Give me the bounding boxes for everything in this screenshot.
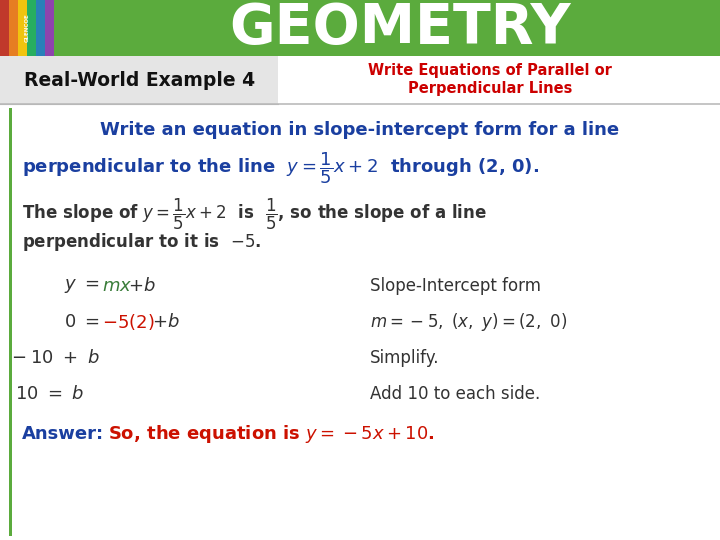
Text: Write an equation in slope-intercept form for a line: Write an equation in slope-intercept for… bbox=[100, 121, 620, 139]
Text: Simplify.: Simplify. bbox=[370, 349, 439, 367]
Text: Perpendicular Lines: Perpendicular Lines bbox=[408, 82, 572, 97]
Text: $mx$: $mx$ bbox=[102, 277, 132, 295]
Text: $-5(2)$: $-5(2)$ bbox=[102, 312, 155, 332]
Text: $ + b$: $ + b$ bbox=[128, 277, 156, 295]
Bar bbox=[36, 0, 45, 56]
Text: Add 10 to each side.: Add 10 to each side. bbox=[370, 385, 540, 403]
Text: GLENCOE: GLENCOE bbox=[24, 14, 30, 42]
Text: Write Equations of Parallel or: Write Equations of Parallel or bbox=[368, 63, 612, 78]
Bar bbox=[0, 0, 9, 56]
Text: GEOMETRY: GEOMETRY bbox=[229, 1, 571, 55]
Text: $0\ =\ -10\ +\ b$: $0\ =\ -10\ +\ b$ bbox=[0, 349, 100, 367]
Bar bbox=[18, 0, 27, 56]
Bar bbox=[0, 0, 720, 56]
Bar bbox=[9, 108, 12, 536]
Text: $+ b$: $+ b$ bbox=[152, 313, 180, 331]
Text: So, the equation is $y = -5x + 10$.: So, the equation is $y = -5x + 10$. bbox=[108, 423, 435, 445]
Text: The slope of $y = \dfrac{1}{5}x + 2$  is  $\dfrac{1}{5}$, so the slope of a line: The slope of $y = \dfrac{1}{5}x + 2$ is … bbox=[22, 197, 487, 232]
Text: Real-World Example 4: Real-World Example 4 bbox=[24, 71, 256, 90]
Bar bbox=[0, 56, 278, 104]
Text: Answer:: Answer: bbox=[22, 425, 104, 443]
Bar bbox=[278, 56, 720, 104]
Text: $y\ =\ $: $y\ =\ $ bbox=[64, 277, 100, 295]
Bar bbox=[27, 0, 36, 56]
Text: $m = -5,\ (x,\ y) = (2,\ 0)$: $m = -5,\ (x,\ y) = (2,\ 0)$ bbox=[370, 311, 567, 333]
Text: Slope-Intercept form: Slope-Intercept form bbox=[370, 277, 541, 295]
Text: $10\ =\ b$: $10\ =\ b$ bbox=[14, 385, 84, 403]
Bar bbox=[45, 0, 54, 56]
Text: perpendicular to the line  $y = \dfrac{1}{5}x + 2$  through (2, 0).: perpendicular to the line $y = \dfrac{1}… bbox=[22, 150, 539, 186]
Text: perpendicular to it is  $-5$.: perpendicular to it is $-5$. bbox=[22, 231, 261, 253]
Bar bbox=[9, 0, 18, 56]
Text: $0\ =\ $: $0\ =\ $ bbox=[64, 313, 100, 331]
